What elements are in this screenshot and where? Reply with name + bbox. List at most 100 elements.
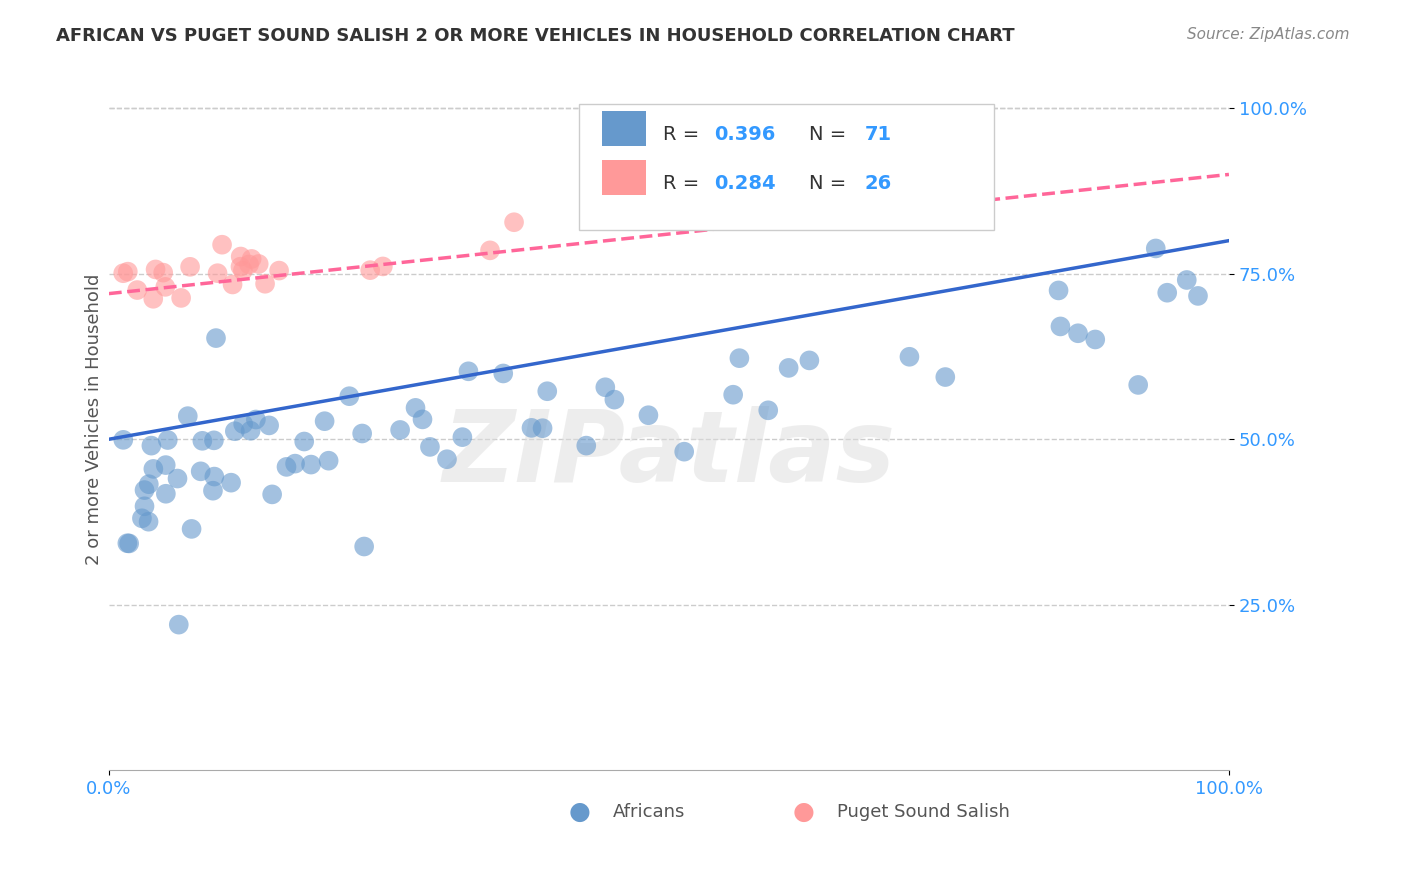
Point — [457, 364, 479, 378]
Point — [1067, 326, 1090, 341]
Point — [155, 280, 177, 294]
Point — [337, 389, 360, 403]
Point — [1047, 284, 1070, 298]
Point — [520, 421, 543, 435]
Point — [276, 459, 298, 474]
Text: 71: 71 — [865, 125, 891, 144]
Point — [127, 283, 149, 297]
Point — [575, 439, 598, 453]
Point — [134, 500, 156, 514]
Point — [112, 266, 135, 280]
Point — [756, 403, 779, 417]
Point — [142, 292, 165, 306]
Point — [299, 458, 322, 472]
Point — [637, 409, 659, 423]
Point — [314, 414, 336, 428]
Point — [247, 257, 270, 271]
Point — [353, 540, 375, 554]
Point — [793, 186, 815, 200]
Point — [673, 444, 696, 458]
Point — [201, 483, 224, 498]
Point — [240, 252, 263, 266]
Point — [138, 477, 160, 491]
Text: AFRICAN VS PUGET SOUND SALISH 2 OR MORE VEHICLES IN HOUSEHOLD CORRELATION CHART: AFRICAN VS PUGET SOUND SALISH 2 OR MORE … — [56, 27, 1015, 45]
Point — [112, 433, 135, 447]
Point — [202, 434, 225, 448]
Point — [1049, 319, 1071, 334]
Point — [190, 464, 212, 478]
Point — [1175, 273, 1198, 287]
Point — [479, 244, 502, 258]
Point — [142, 462, 165, 476]
Text: ●: ● — [568, 800, 591, 824]
Point — [492, 367, 515, 381]
Point — [898, 350, 921, 364]
Text: R =: R = — [664, 174, 706, 193]
Text: N =: N = — [808, 174, 852, 193]
Point — [224, 424, 246, 438]
Point — [155, 458, 177, 472]
Point — [232, 263, 254, 277]
Point — [262, 487, 284, 501]
Point — [436, 452, 458, 467]
Point — [257, 418, 280, 433]
Point — [1144, 242, 1167, 256]
Point — [405, 401, 427, 415]
Point — [138, 515, 160, 529]
Point — [145, 262, 167, 277]
Text: 26: 26 — [865, 174, 893, 193]
Point — [352, 426, 374, 441]
Text: R =: R = — [664, 125, 706, 144]
Point — [371, 260, 394, 274]
Point — [134, 483, 156, 497]
Point — [180, 522, 202, 536]
Point — [603, 392, 626, 407]
Point — [152, 266, 174, 280]
Text: Puget Sound Salish: Puget Sound Salish — [837, 804, 1010, 822]
Point — [141, 439, 163, 453]
Y-axis label: 2 or more Vehicles in Household: 2 or more Vehicles in Household — [86, 274, 103, 566]
Point — [728, 351, 751, 366]
Text: Africans: Africans — [613, 804, 685, 822]
Point — [156, 433, 179, 447]
Point — [179, 260, 201, 274]
Point — [1084, 333, 1107, 347]
Point — [170, 291, 193, 305]
Point — [166, 471, 188, 485]
Point — [229, 260, 252, 274]
Point — [292, 434, 315, 449]
FancyBboxPatch shape — [579, 103, 994, 230]
Point — [786, 186, 808, 200]
Point — [229, 250, 252, 264]
Point — [531, 421, 554, 435]
Point — [117, 265, 139, 279]
Bar — [602, 111, 647, 145]
Text: N =: N = — [808, 125, 852, 144]
Point — [207, 266, 229, 280]
Point — [205, 331, 228, 345]
Text: ●: ● — [793, 800, 814, 824]
Point — [1128, 378, 1150, 392]
Point — [778, 360, 800, 375]
Point — [254, 277, 277, 291]
Point — [239, 424, 262, 438]
Point — [117, 536, 139, 550]
Point — [1156, 285, 1178, 300]
Point — [155, 487, 177, 501]
Text: Source: ZipAtlas.com: Source: ZipAtlas.com — [1187, 27, 1350, 42]
Point — [389, 423, 412, 437]
Point — [191, 434, 214, 448]
Point — [799, 353, 821, 368]
Point — [934, 370, 956, 384]
Text: 0.396: 0.396 — [714, 125, 775, 144]
Point — [232, 417, 254, 431]
Point — [411, 412, 433, 426]
Bar — [602, 160, 647, 194]
Point — [595, 380, 617, 394]
Point — [167, 617, 190, 632]
Point — [177, 409, 200, 424]
Point — [269, 263, 291, 277]
Point — [419, 440, 441, 454]
Point — [131, 511, 153, 525]
Point — [359, 263, 381, 277]
